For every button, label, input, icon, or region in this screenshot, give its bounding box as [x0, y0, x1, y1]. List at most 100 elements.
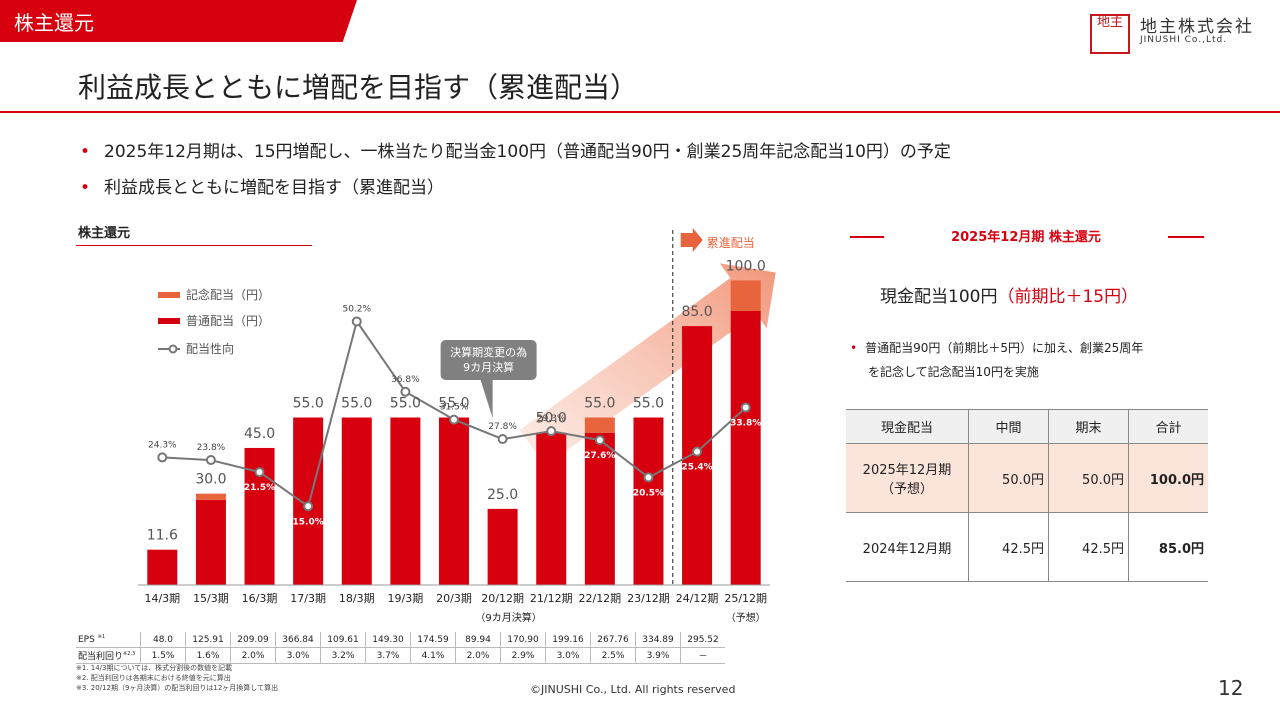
logo-mark-text: 地主	[1096, 15, 1123, 30]
yield-value: 3.0%	[275, 647, 321, 664]
bullet-dot-icon: •	[80, 142, 91, 162]
footnote: ※1. 14/3期については、株式分割後の数値を記載	[76, 664, 233, 672]
bar-total-label: 55.0	[293, 396, 324, 412]
interim-cell: 50.0円	[968, 443, 1049, 513]
table-row: 2024年12月期 42.5円 42.5円 85.0円	[846, 512, 1208, 582]
yield-value: 1.5%	[140, 647, 186, 664]
table-header-cell: 現金配当	[846, 409, 969, 444]
bar-commemorative-dividend	[730, 280, 761, 311]
bar-total-label: 100.0	[726, 258, 766, 274]
yield-value: 2.0%	[230, 647, 276, 664]
eps-value: 125.91	[185, 632, 231, 648]
payout-point	[449, 414, 459, 425]
legend-swatch-regular	[158, 318, 180, 324]
yield-value: 2.9%	[500, 647, 546, 664]
payout-point	[740, 402, 751, 413]
payout-label: 23.8%	[197, 443, 226, 453]
bullet-item: • 利益成長とともに増配を目指す（累進配当）	[80, 173, 444, 198]
callout-box	[440, 340, 537, 380]
payout-label: 25.4%	[681, 463, 712, 473]
section-tag: 株主還元	[0, 0, 357, 42]
dividend-chart: 記念配当（円） 普通配当（円） 配当性向 累進配当 11.6 30.0 45.0 55.0…	[138, 228, 776, 624]
payout-point	[594, 435, 605, 446]
bar-regular-dividend	[730, 310, 761, 585]
legend-label: 配当性向	[186, 341, 234, 356]
payout-point	[254, 467, 265, 478]
x-tick-label: 17/3期	[290, 592, 326, 605]
company-name-en: JINUSHI Co.,Ltd.	[1140, 35, 1228, 45]
eps-value: 89.94	[455, 632, 501, 648]
eps-value: 366.84	[275, 632, 321, 648]
payout-label: 20.5%	[633, 488, 664, 498]
eps-value: 199.16	[545, 632, 591, 648]
total-cell: 100.0円	[1128, 443, 1208, 513]
arrow-right-icon	[680, 228, 703, 252]
yield-value: 3.7%	[365, 647, 411, 664]
x-tick-label: 19/3期	[388, 592, 424, 605]
section-tag-label: 株主還元	[14, 11, 94, 35]
bar-total-label: 55.0	[341, 396, 372, 412]
page-number: 12	[1218, 676, 1244, 700]
bullet-dot-icon: •	[80, 178, 91, 198]
interim-cell: 42.5円	[968, 512, 1049, 582]
bar-regular-dividend	[584, 432, 615, 585]
bar-commemorative-dividend	[195, 493, 226, 500]
yield-value: 3.0%	[545, 647, 591, 664]
yield-row: 配当利回り※2,3 1.5% 1.6% 2.0% 3.0% 3.2% 3.7% 4.1% 2.…	[76, 647, 725, 664]
footnote: ※2. 配当利回りは各期末における終値を元に算出	[76, 674, 231, 682]
yield-value: 4.1%	[410, 647, 456, 664]
eps-value: 48.0	[140, 632, 186, 648]
table-header-cell: 中間	[968, 409, 1049, 444]
dividend-table: 現金配当 中間 期末 合計 2025年12月期 （予想） 50.0円 50.0円 …	[846, 409, 1208, 582]
panel-note-line: を記念して記念配当10円を実施	[868, 365, 1039, 379]
eps-value: 149.30	[365, 632, 411, 648]
payout-point	[643, 472, 654, 483]
footnote: ※3. 20/12期（9ヶ月決算）の配当利回りは12ヶ月換算して算出	[76, 684, 279, 692]
eps-value: 267.76	[590, 632, 636, 648]
payout-point	[546, 426, 557, 437]
x-tick-label: 15/3期	[193, 592, 229, 605]
bar-regular-dividend	[633, 417, 664, 585]
legend-label: 記念配当（円）	[186, 287, 270, 302]
table-header-cell: 期末	[1048, 409, 1129, 444]
x-tick-label: 16/3期	[242, 592, 278, 605]
eps-yield-table: EPS ※1 48.0 125.91 209.09 366.84 109.61 149.3…	[76, 632, 725, 664]
payout-point	[303, 501, 314, 512]
bullet-dot-icon: •	[850, 341, 858, 355]
bar-total-label: 25.0	[487, 487, 518, 503]
bar-total-label: 55.0	[633, 396, 664, 412]
payout-label: 27.8%	[488, 422, 517, 432]
bar-regular-dividend	[439, 417, 469, 585]
table-header-cell: 合計	[1128, 409, 1208, 444]
x-tick-label: 14/3期	[144, 592, 180, 605]
x-tick-label: 20/3期	[436, 592, 472, 605]
panel-title-rule-left	[850, 236, 884, 238]
x-tick-label: 18/3期	[339, 592, 375, 605]
eps-row: EPS ※1 48.0 125.91 209.09 366.84 109.61 149.3…	[76, 632, 725, 648]
bar-regular-dividend	[487, 508, 518, 585]
bar-regular-dividend	[147, 549, 178, 585]
bar-total-label: 11.6	[147, 528, 178, 544]
eps-value: 109.61	[320, 632, 366, 648]
panel-note: • 普通配当90円（前期比＋5円）に加え、創業25周年 を記念して記念配当10円を…	[850, 336, 1200, 384]
table-header-row: 現金配当 中間 期末 合計	[846, 409, 1208, 444]
callout-text: 決算期変更の為	[450, 345, 527, 359]
x-sub-label: （9カ月決算）	[475, 611, 541, 624]
progressive-label: 累進配当	[707, 236, 755, 250]
bar-commemorative-dividend	[584, 417, 615, 433]
chart-heading: 株主還元	[78, 226, 131, 241]
payout-point	[351, 316, 362, 327]
total-cell: 85.0円	[1128, 512, 1208, 582]
panel-note-line: 普通配当90円（前期比＋5円）に加え、創業25周年	[865, 341, 1144, 355]
callout-pointer	[480, 380, 493, 418]
table-row: 2025年12月期 （予想） 50.0円 50.0円 100.0円	[846, 443, 1208, 513]
payout-point	[400, 386, 411, 397]
legend-swatch-point	[168, 344, 178, 354]
payout-point	[497, 434, 508, 445]
year-end-cell: 50.0円	[1048, 443, 1129, 513]
title-divider	[0, 111, 1280, 113]
payout-label: 21.5%	[244, 483, 275, 493]
page-title: 利益成長とともに増配を目指す（累進配当）	[78, 71, 639, 104]
bar-total-label: 55.0	[390, 396, 421, 412]
